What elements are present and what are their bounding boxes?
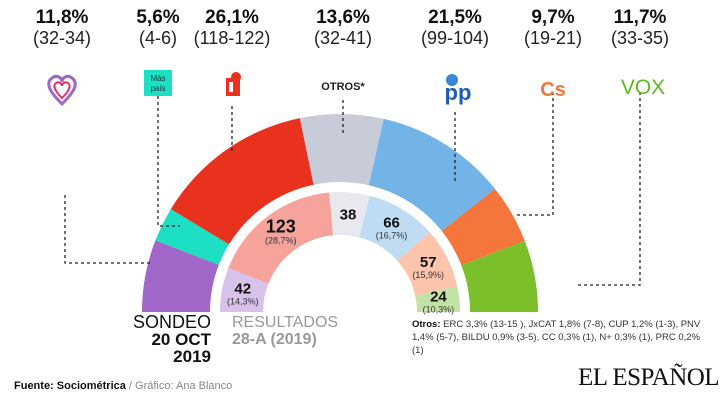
sondeo-date: 20 OCT 2019 (151, 330, 211, 366)
inner-pct-label: (14,3%) (227, 296, 259, 306)
inner-seats-label: 66 (383, 214, 400, 231)
inner-seats-label: 24 (430, 288, 447, 305)
inner-segment-psoe (228, 192, 334, 284)
party-pct: 9,7% (531, 7, 575, 28)
header-unidas-podemos: 11,8% (32-34) (17, 7, 107, 49)
sondeo-label: SONDEO (132, 312, 211, 332)
leader-line-cs (515, 92, 554, 216)
header-psoe: 26,1% (118-122) (187, 7, 277, 49)
outer-ring-label: SONDEO 20 OCT 2019 (115, 312, 211, 366)
party-seat-range: (33-35) (610, 28, 670, 48)
otros-note: Otros: ERC 3,3% (13-15 ), JxCAT 1,8% (7-… (412, 318, 702, 357)
leader-line-unidas-podemos (64, 195, 150, 264)
podemos-heart-logo-icon (47, 74, 77, 107)
inner-segment-pp (359, 195, 430, 261)
party-pct: 5,6% (136, 7, 180, 28)
inner-seats-label: 38 (340, 206, 357, 223)
party-seat-range: (32-41) (313, 28, 373, 48)
leader-line-m-s-pa-s (157, 90, 180, 227)
party-seat-range: (99-104) (420, 28, 490, 48)
party-pct: 26,1% (205, 7, 259, 28)
inner-seats-label: 123 (266, 217, 296, 237)
mas-pais-logo-text: Más (150, 74, 165, 83)
inner-segment-unidas-podemos (220, 267, 269, 312)
party-seat-range: (19-21) (523, 28, 583, 48)
inner-segment-vox (415, 286, 460, 312)
inner-pct-label: (28,7%) (265, 236, 297, 246)
cs-logo-text: Cs (540, 79, 566, 101)
inner-segment-cs (397, 232, 458, 296)
inner-pct-label: (10,3%) (423, 304, 455, 314)
source-label: Fuente: Sociométrica (14, 380, 126, 392)
source-line: Fuente: Sociométrica / Gráfico: Ana Blan… (14, 380, 232, 392)
podemos-heart-inner-icon (53, 81, 71, 100)
outer-segment-vox (461, 240, 538, 312)
source-separator: / (125, 380, 136, 392)
outer-segment-otros (299, 114, 384, 186)
leader-line-vox (575, 92, 641, 286)
party-pct: 11,7% (613, 7, 667, 28)
pp-bird-icon (446, 74, 458, 86)
psoe-rose-flower-icon (231, 72, 241, 82)
party-pct: 13,6% (316, 7, 370, 28)
inner-seats-label: 42 (234, 280, 251, 297)
party-seat-range: (4-6) (138, 28, 177, 48)
outer-segment-unidas-podemos (142, 240, 219, 312)
party-pct: 21,5% (428, 7, 482, 28)
otros-note-text: ERC 3,3% (13-15 ), JxCAT 1,8% (7-8), CUP… (412, 319, 701, 356)
inner-seats-label: 57 (420, 254, 437, 271)
resultados-label: RESULTADOS (232, 314, 339, 331)
header-m-s-pa-s: 5,6% (4-6) (113, 7, 203, 49)
otros-note-label: Otros: (412, 319, 441, 330)
credit-label: Gráfico: Ana Blanco (135, 380, 233, 392)
inner-ring-label: RESULTADOS 28-A (2019) (232, 314, 338, 348)
resultados-date: 28-A (2019) (232, 331, 317, 348)
header-pp: 21,5% (99-104) (410, 7, 500, 49)
mas-pais-logo-icon (144, 70, 172, 96)
header-cs: 9,7% (19-21) (508, 7, 598, 49)
header-otros: 13,6% (32-41) (298, 7, 388, 49)
pp-logo-text: pp (445, 80, 472, 105)
outer-segment-m-s-pa-s (155, 209, 229, 265)
inner-segment-otros (329, 192, 370, 238)
outer-segment-pp (368, 118, 495, 232)
party-seat-range: (32-34) (32, 28, 92, 48)
header-vox: 11,7% (33-35) (595, 7, 685, 49)
el-espanol-logo: EL ESPAÑOL (578, 364, 720, 391)
party-seat-range: (118-122) (193, 28, 271, 48)
psoe-rose-fist-icon (229, 82, 233, 92)
outer-segment-cs (441, 188, 525, 266)
vox-logo-text: VOX (621, 76, 665, 99)
party-pct: 11,8% (35, 7, 89, 28)
outer-segment-psoe (170, 118, 314, 245)
otros-logo-text: OTROS* (321, 81, 365, 93)
inner-pct-label: (16,7%) (376, 230, 408, 240)
inner-pct-label: (15,9%) (412, 270, 444, 280)
mas-pais-logo-text-2: país (150, 84, 165, 93)
